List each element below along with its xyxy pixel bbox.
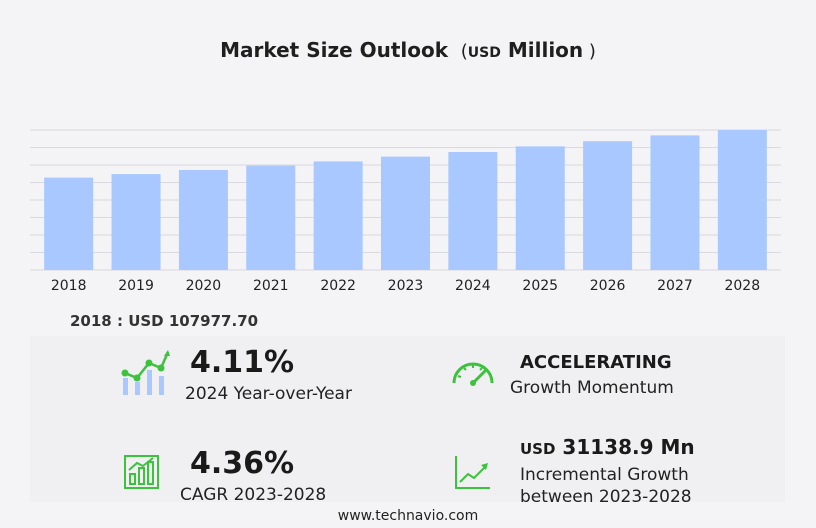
bar-2022 bbox=[313, 161, 363, 270]
unit-close-paren: ) bbox=[583, 41, 596, 62]
x-tick-label: 2018 bbox=[51, 278, 87, 294]
x-tick-label: 2026 bbox=[590, 278, 626, 294]
bar-2026 bbox=[583, 141, 633, 270]
cagr-label: CAGR 2023-2028 bbox=[180, 485, 327, 505]
yoy-value: 4.11% bbox=[190, 345, 295, 380]
bar-2019 bbox=[111, 174, 161, 270]
bar-2023 bbox=[381, 156, 430, 270]
yoy-label: 2024 Year-over-Year bbox=[185, 384, 352, 404]
kpi-panel bbox=[30, 336, 785, 502]
cagr-value: 4.36% bbox=[190, 446, 295, 481]
bar-2021 bbox=[246, 165, 296, 270]
base-year-label: 2018 : USD bbox=[70, 312, 164, 330]
base-year-number: 107977.70 bbox=[168, 312, 259, 330]
incremental-label-line2: between 2023-2028 bbox=[520, 487, 692, 507]
x-tick-label: 2022 bbox=[320, 278, 356, 294]
unit-open-paren: ( bbox=[455, 41, 468, 62]
trend-up-icon bbox=[455, 456, 490, 489]
speedometer-icon bbox=[452, 362, 494, 386]
x-tick-label: 2027 bbox=[657, 278, 693, 294]
x-tick-label: 2028 bbox=[724, 278, 760, 294]
incremental-number: 31138.9 Mn bbox=[562, 435, 695, 459]
incremental-value: USD 31138.9 Mn bbox=[520, 435, 695, 459]
bar-2024 bbox=[448, 151, 498, 270]
base-year-value: 2018 : USD 107977.70 bbox=[70, 312, 258, 330]
bar-2018 bbox=[44, 177, 94, 270]
x-tick-label: 2021 bbox=[253, 278, 289, 294]
x-tick-label: 2025 bbox=[522, 278, 558, 294]
bar-2028 bbox=[717, 130, 767, 270]
momentum-value: ACCELERATING bbox=[520, 352, 672, 373]
incremental-label-line1: Incremental Growth bbox=[520, 465, 689, 485]
unit-prefix: USD bbox=[467, 45, 501, 61]
bar-2020 bbox=[178, 169, 228, 270]
footer-url: www.technavio.com bbox=[337, 508, 479, 524]
title-text: Market Size Outlook bbox=[220, 38, 449, 62]
momentum-label: Growth Momentum bbox=[510, 378, 674, 398]
x-tick-label: 2023 bbox=[388, 278, 424, 294]
bar-2025 bbox=[515, 146, 565, 270]
incremental-prefix: USD bbox=[520, 440, 556, 458]
bar-chart: 2018 2019 2020 2021 2022 2023 2024 2025 2026 2027… bbox=[30, 129, 781, 294]
chart-title: Market Size Outlook (USD Million ) bbox=[0, 38, 816, 62]
bar-growth-icon bbox=[124, 455, 159, 489]
x-tick-label: 2019 bbox=[118, 278, 154, 294]
unit-suffix: Million bbox=[507, 38, 584, 62]
x-tick-label: 2024 bbox=[455, 278, 491, 294]
x-tick-label: 2020 bbox=[186, 278, 222, 294]
growth-chart-icon bbox=[121, 350, 170, 395]
bar-2027 bbox=[650, 135, 700, 270]
